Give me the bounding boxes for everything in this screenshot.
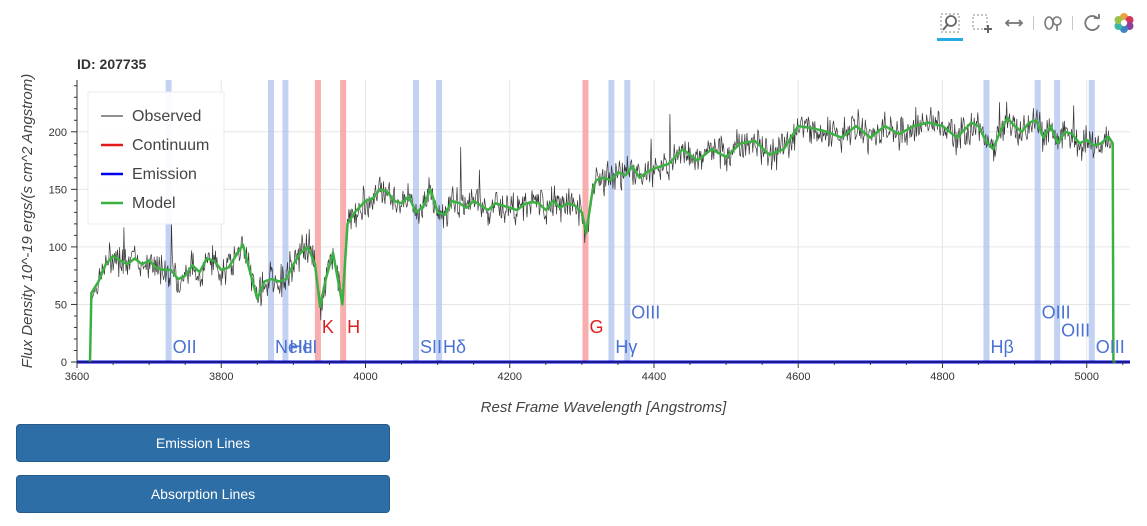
- absorption-line-label: G: [589, 317, 603, 337]
- y-tick-label: 100: [49, 242, 67, 254]
- hover-icon[interactable]: [1040, 10, 1066, 36]
- y-tick-label: 150: [49, 184, 67, 196]
- observed-series-line: [91, 101, 1112, 321]
- pan-icon[interactable]: [1001, 10, 1027, 36]
- x-tick-label: 3800: [209, 371, 233, 383]
- plot-toolbar: [937, 8, 1137, 41]
- reset-icon[interactable]: [1079, 10, 1105, 36]
- emission-line-label: Hγ: [615, 337, 637, 357]
- absorption-line-label: H: [347, 317, 360, 337]
- emission-line-label: HeI: [289, 337, 317, 357]
- x-axis-label: Rest Frame Wavelength [Angstroms]: [481, 399, 727, 416]
- absorption-line-band: [314, 80, 321, 362]
- toolbar-separator: [1072, 16, 1073, 30]
- box-zoom-icon[interactable]: [937, 10, 963, 41]
- model-series-line: [88, 116, 1116, 364]
- absorption-line-band: [582, 80, 589, 362]
- emission-line-band: [436, 80, 443, 362]
- y-tick-label: 50: [55, 299, 67, 311]
- emission-line-label: OIII: [1096, 337, 1125, 357]
- x-tick-label: 3600: [65, 371, 89, 383]
- emission-line-band: [1034, 80, 1041, 362]
- emission-line-label: OIII: [1042, 302, 1071, 322]
- box-select-icon[interactable]: [969, 10, 995, 36]
- emission-line-label: OIII: [631, 302, 660, 322]
- legend-label: Continuum: [132, 137, 209, 154]
- emission-line-label: Hβ: [990, 337, 1013, 357]
- absorption-line-label: K: [322, 317, 334, 337]
- x-tick-label: 4800: [930, 371, 954, 383]
- plot-title: ID: 207735: [77, 56, 147, 72]
- bokeh-logo-icon[interactable]: [1111, 10, 1137, 36]
- x-tick-label: 4200: [497, 371, 521, 383]
- emission-line-band: [412, 80, 419, 362]
- y-tick-label: 0: [61, 357, 67, 369]
- emission-line-band: [624, 80, 631, 362]
- emission-line-band: [1054, 80, 1061, 362]
- toolbar-separator: [1033, 16, 1034, 30]
- legend-label: Model: [132, 195, 176, 212]
- legend-label: Emission: [132, 166, 197, 183]
- absorption-lines-button[interactable]: Absorption Lines: [16, 475, 390, 513]
- emission-line-label: Hδ: [443, 337, 466, 357]
- y-axis-label: Flux Density 10^-19 ergs/(s cm^2 Angstro…: [19, 74, 36, 368]
- emission-line-band: [983, 80, 990, 362]
- emission-line-label: OIII: [1061, 321, 1090, 341]
- emission-line-label: NeIII: [275, 337, 313, 357]
- x-tick-label: 5000: [1074, 371, 1098, 383]
- legend-label: Observed: [132, 108, 201, 125]
- emission-line-band: [282, 80, 289, 362]
- x-tick-label: 4600: [786, 371, 810, 383]
- x-tick-label: 4000: [353, 371, 377, 383]
- emission-line-label: SII: [420, 337, 442, 357]
- emission-lines-button[interactable]: Emission Lines: [16, 424, 390, 462]
- emission-line-band: [268, 80, 275, 362]
- y-tick-label: 200: [49, 127, 67, 139]
- emission-line-band: [1088, 80, 1095, 362]
- x-tick-label: 4400: [642, 371, 666, 383]
- absorption-line-band: [340, 80, 347, 362]
- emission-line-label: OII: [173, 337, 197, 357]
- emission-line-band: [608, 80, 615, 362]
